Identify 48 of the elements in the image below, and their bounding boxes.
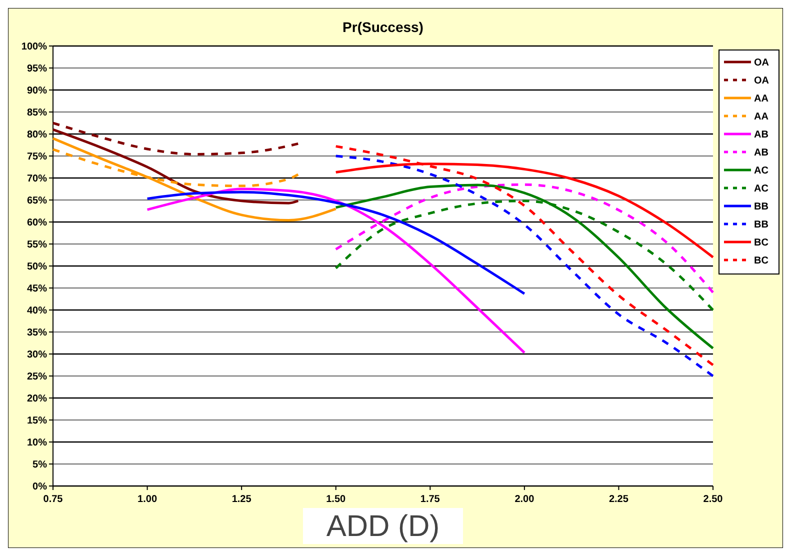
legend-label: AA <box>754 112 768 122</box>
x-tick-label: 2.25 <box>608 494 629 505</box>
y-tick-label: 0% <box>32 482 48 492</box>
legend-label: OA <box>754 76 769 86</box>
y-tick-label: 85% <box>26 108 48 118</box>
line-series <box>52 137 338 222</box>
legend-label: AC <box>754 166 768 176</box>
x-tick-label: 2.50 <box>703 494 724 505</box>
x-tick-label: 0.75 <box>43 494 64 505</box>
x-tick-label: 1.00 <box>138 494 158 505</box>
y-tick-label: 25% <box>26 372 48 382</box>
y-tick-label: 10% <box>26 438 48 448</box>
y-tick-label: 45% <box>26 284 48 294</box>
y-tick-label: 35% <box>26 328 48 338</box>
legend-label: AB <box>754 148 768 158</box>
x-axis-title: ADD (D) <box>326 510 440 543</box>
y-tick-label: 70% <box>26 174 48 184</box>
y-tick-label: 80% <box>26 130 48 140</box>
y-tick-label: 40% <box>26 306 48 316</box>
y-tick-label: 15% <box>26 416 48 426</box>
y-tick-label: 20% <box>26 394 48 404</box>
y-tick-label: 30% <box>26 350 48 360</box>
x-tick-label: 1.50 <box>326 494 346 505</box>
chart-title: Pr(Success) <box>342 19 424 35</box>
y-tick-label: 60% <box>26 218 48 228</box>
legend-label: AB <box>754 130 768 140</box>
legend-label: AC <box>754 184 768 194</box>
legend-label: OA <box>754 58 769 68</box>
legend-label: BC <box>754 238 768 248</box>
line-series <box>52 128 300 204</box>
y-tick-label: 100% <box>21 42 48 52</box>
line-series <box>52 122 300 156</box>
legend-label: BB <box>754 202 768 212</box>
legend-label: BB <box>754 220 768 230</box>
y-tick-label: 95% <box>26 64 48 74</box>
y-tick-label: 75% <box>26 152 48 162</box>
line-series <box>334 184 714 350</box>
legend-label: AA <box>754 94 768 104</box>
legend-label: BC <box>754 256 768 266</box>
y-tick-label: 65% <box>26 196 48 206</box>
y-tick-label: 55% <box>26 240 48 250</box>
x-tick-label: 2.00 <box>514 494 535 505</box>
y-tick-label: 90% <box>26 86 48 96</box>
x-tick-label: 1.25 <box>232 494 252 505</box>
y-tick-label: 50% <box>26 262 48 272</box>
line-series <box>146 190 526 295</box>
x-tick-label: 1.75 <box>420 494 440 505</box>
y-tick-label: 5% <box>32 460 48 470</box>
